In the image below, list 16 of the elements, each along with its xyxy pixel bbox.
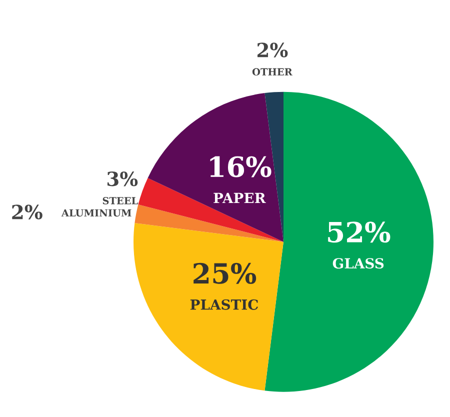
data-label: 3% (107, 171, 138, 186)
pie-slice (134, 204, 284, 242)
data-label: 52% (328, 222, 390, 243)
slice-label: STEEL (102, 197, 138, 204)
slice-label: PAPER (214, 192, 266, 204)
data-label: 16% (210, 156, 272, 178)
slice-label: PLASTIC (190, 299, 258, 310)
pie-slice (138, 178, 284, 242)
pie-slice (148, 93, 284, 242)
pie-slice (134, 223, 284, 391)
data-label: 25% (194, 262, 256, 284)
slice-label: ALUMINIUM (61, 209, 132, 217)
data-label: 2% (257, 42, 288, 58)
slice-label: GLASS (332, 258, 384, 269)
data-label: 2% (12, 204, 42, 220)
slice-label: OTHER (252, 68, 292, 76)
